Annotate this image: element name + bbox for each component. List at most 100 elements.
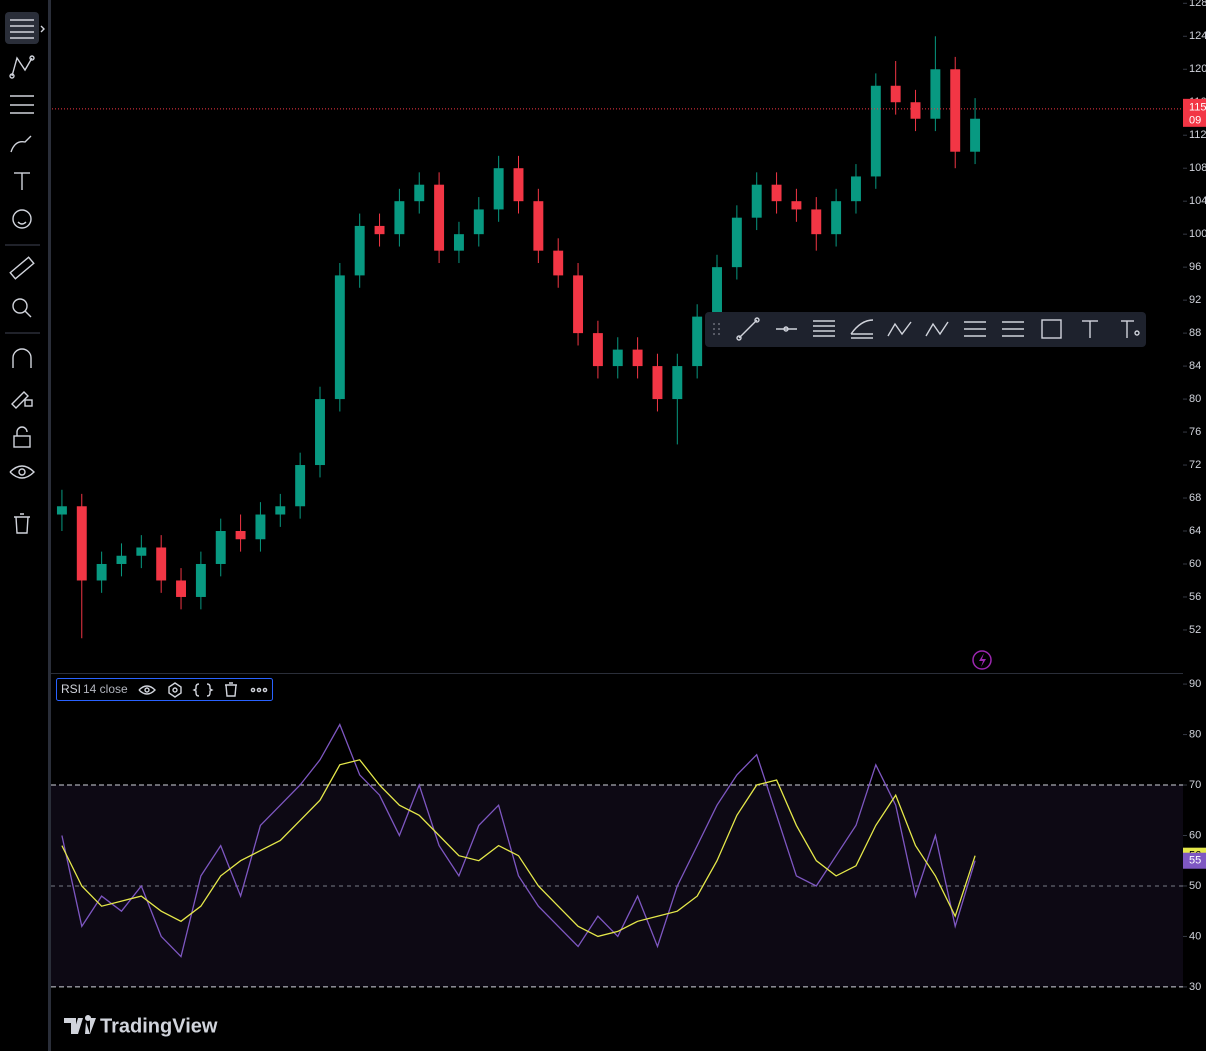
emoji-tool[interactable] [12, 209, 32, 229]
y-tick-label: 50 [1189, 880, 1201, 892]
y-tick-label: 40 [1189, 930, 1201, 942]
magnet-tool[interactable] [12, 348, 32, 368]
candle-body [731, 217, 742, 268]
candle-body [56, 506, 67, 515]
band-fill [51, 785, 1183, 987]
rsi-legend: RSI 14 close [56, 678, 273, 701]
text[interactable] [1082, 320, 1098, 338]
settings[interactable] [168, 682, 182, 698]
ray[interactable] [776, 326, 797, 332]
logo-text: TradingView [100, 1015, 218, 1037]
ruler-tool[interactable] [9, 256, 35, 280]
y-tick-label: 60 [1189, 829, 1201, 841]
y-tick-label: 128 [1189, 0, 1206, 9]
left-toolbar [0, 0, 48, 1051]
candle-body [851, 176, 861, 202]
lines-tool[interactable] [10, 19, 34, 39]
rectangle[interactable] [1041, 319, 1062, 339]
active-tool-bg [5, 12, 39, 44]
tool-icons [5, 19, 45, 534]
lightning-button[interactable] [972, 650, 992, 670]
y-tick-label: 56 [1189, 591, 1201, 603]
last-value-label-bg [1183, 852, 1206, 869]
watermark: TradingView [64, 1015, 218, 1037]
last-value-label: 55 [1189, 855, 1201, 867]
candle-body [592, 333, 603, 367]
y-tick-label: 124 [1189, 30, 1206, 42]
candle-body [950, 69, 961, 152]
candle-body [632, 349, 643, 367]
candle-body [612, 349, 623, 367]
rsi-pane [51, 722, 1183, 988]
lock-drawings-tool[interactable] [11, 391, 33, 409]
lock-tool[interactable] [13, 426, 31, 448]
y-tick-label: 120 [1189, 63, 1206, 75]
trend-line[interactable] [736, 317, 760, 341]
candle-body [573, 275, 584, 334]
more[interactable] [250, 687, 268, 693]
text-tool[interactable] [14, 172, 30, 190]
candle-body [493, 168, 504, 210]
toggle-visibility[interactable] [138, 685, 156, 695]
last-price-label: 115 [1189, 102, 1206, 114]
brush-tool[interactable] [10, 135, 32, 153]
candle-body [156, 547, 167, 581]
y-tick-label: 88 [1189, 327, 1201, 339]
candle-body [334, 275, 345, 400]
y-tick-label: 108 [1189, 162, 1206, 174]
candle-body [136, 547, 147, 556]
candle-body [533, 201, 544, 251]
xabcd[interactable] [887, 321, 912, 337]
anchored-text[interactable] [1121, 320, 1140, 338]
candle-body [930, 69, 941, 119]
source-code[interactable] [192, 683, 214, 697]
candle-body [315, 399, 325, 466]
y-tick-label: 70 [1189, 779, 1201, 791]
fib-extension[interactable] [1002, 321, 1024, 337]
delete-tool[interactable] [14, 513, 30, 534]
candle-body [275, 506, 286, 515]
candle-body [811, 209, 822, 235]
abcd[interactable] [925, 321, 949, 337]
pattern-tool[interactable] [9, 55, 35, 79]
candle-body [176, 580, 186, 597]
y-tick-label: 90 [1189, 678, 1201, 690]
candle-body [513, 168, 524, 202]
y-tick-label: 100 [1189, 228, 1206, 240]
candle-body [672, 366, 683, 400]
last-price-label-bg [1183, 98, 1206, 127]
drag-handle[interactable] [713, 323, 720, 335]
candle-body [116, 555, 127, 564]
expand-arrow[interactable] [40, 25, 45, 33]
legend-box[interactable] [56, 678, 273, 701]
candle-body [970, 118, 981, 152]
candle-body [553, 250, 564, 276]
candle-body [96, 563, 107, 581]
candle-body [771, 184, 782, 202]
y-tick-label: 80 [1189, 728, 1201, 740]
zoom-tool[interactable] [12, 298, 32, 318]
candle-body [195, 563, 206, 597]
candle-body [692, 316, 703, 367]
pitchfork[interactable] [850, 319, 874, 339]
fib-retracement[interactable] [964, 321, 986, 337]
candle-body [870, 85, 881, 177]
candle-body [434, 184, 445, 251]
y-tick-label: 92 [1189, 294, 1201, 306]
candle-body [910, 102, 921, 119]
fib-tool[interactable] [10, 95, 34, 114]
candle-body [791, 201, 802, 210]
y-tick-label: 60 [1189, 558, 1201, 570]
hide-tool[interactable] [9, 465, 35, 479]
candle-body [215, 531, 226, 564]
y-tick-label: 64 [1189, 525, 1201, 537]
candle-body [394, 201, 405, 235]
indicator-params: 14 close [83, 682, 128, 696]
remove[interactable] [225, 682, 237, 697]
y-tick-label: 76 [1189, 426, 1201, 438]
floating-toolbar-bg [705, 312, 1146, 347]
parallel-channel[interactable] [813, 320, 835, 337]
rsi-line [61, 759, 976, 938]
y-tick-label: 96 [1189, 261, 1201, 273]
